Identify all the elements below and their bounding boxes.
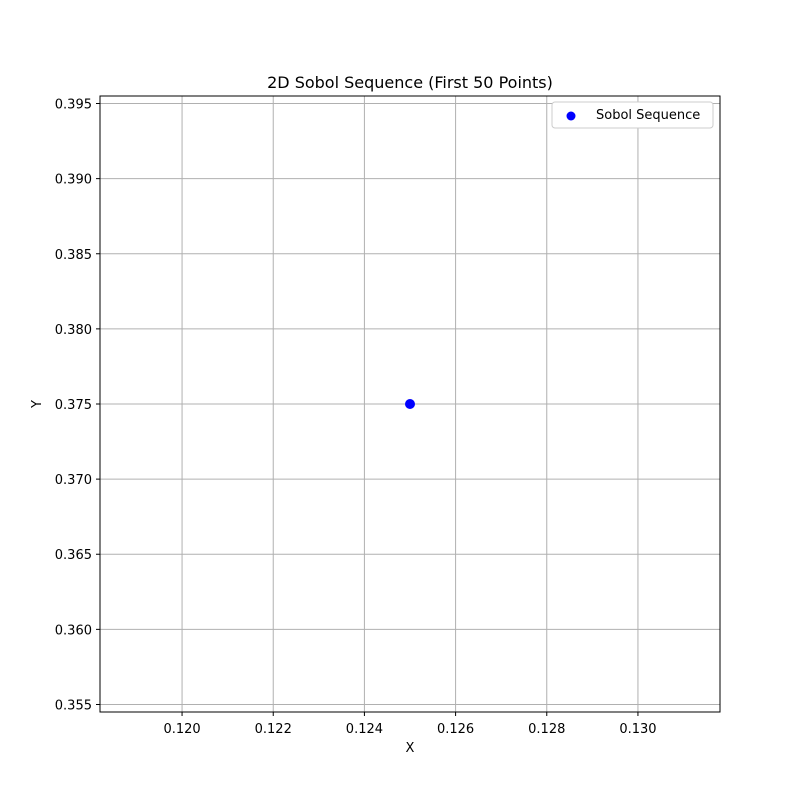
data-points <box>405 399 415 409</box>
plot-frame <box>99 95 721 713</box>
legend-box <box>551 101 714 129</box>
y-axis-label: Y <box>30 400 45 409</box>
x-tick-label: 0.126 <box>437 722 474 737</box>
y-tick-label: 0.365 <box>55 548 92 563</box>
data-point <box>405 399 415 409</box>
x-tick-label: 0.122 <box>255 722 292 737</box>
y-tick-label: 0.360 <box>55 623 92 638</box>
chart-title: 2D Sobol Sequence (First 50 Points) <box>267 73 553 92</box>
x-tick-label: 0.120 <box>163 722 200 737</box>
x-tick-label: 0.124 <box>346 722 383 737</box>
x-tick-label: 0.130 <box>619 722 656 737</box>
legend-label: Sobol Sequence <box>596 108 700 123</box>
y-tick-label: 0.375 <box>55 398 92 413</box>
y-tick-label: 0.355 <box>55 698 92 713</box>
y-tick-label: 0.390 <box>55 173 92 188</box>
y-tick-label: 0.395 <box>55 98 92 113</box>
x-tick-label: 0.128 <box>528 722 565 737</box>
y-tick-label: 0.380 <box>55 323 92 338</box>
legend: Sobol Sequence <box>551 101 714 129</box>
x-axis-label: X <box>406 741 415 756</box>
axis-ticks: 0.120 0.122 0.124 0.126 0.128 0.130 0.355 0.360… <box>55 98 657 737</box>
y-tick-label: 0.385 <box>55 248 92 263</box>
legend-marker <box>566 111 576 121</box>
y-tick-label: 0.370 <box>55 473 92 488</box>
